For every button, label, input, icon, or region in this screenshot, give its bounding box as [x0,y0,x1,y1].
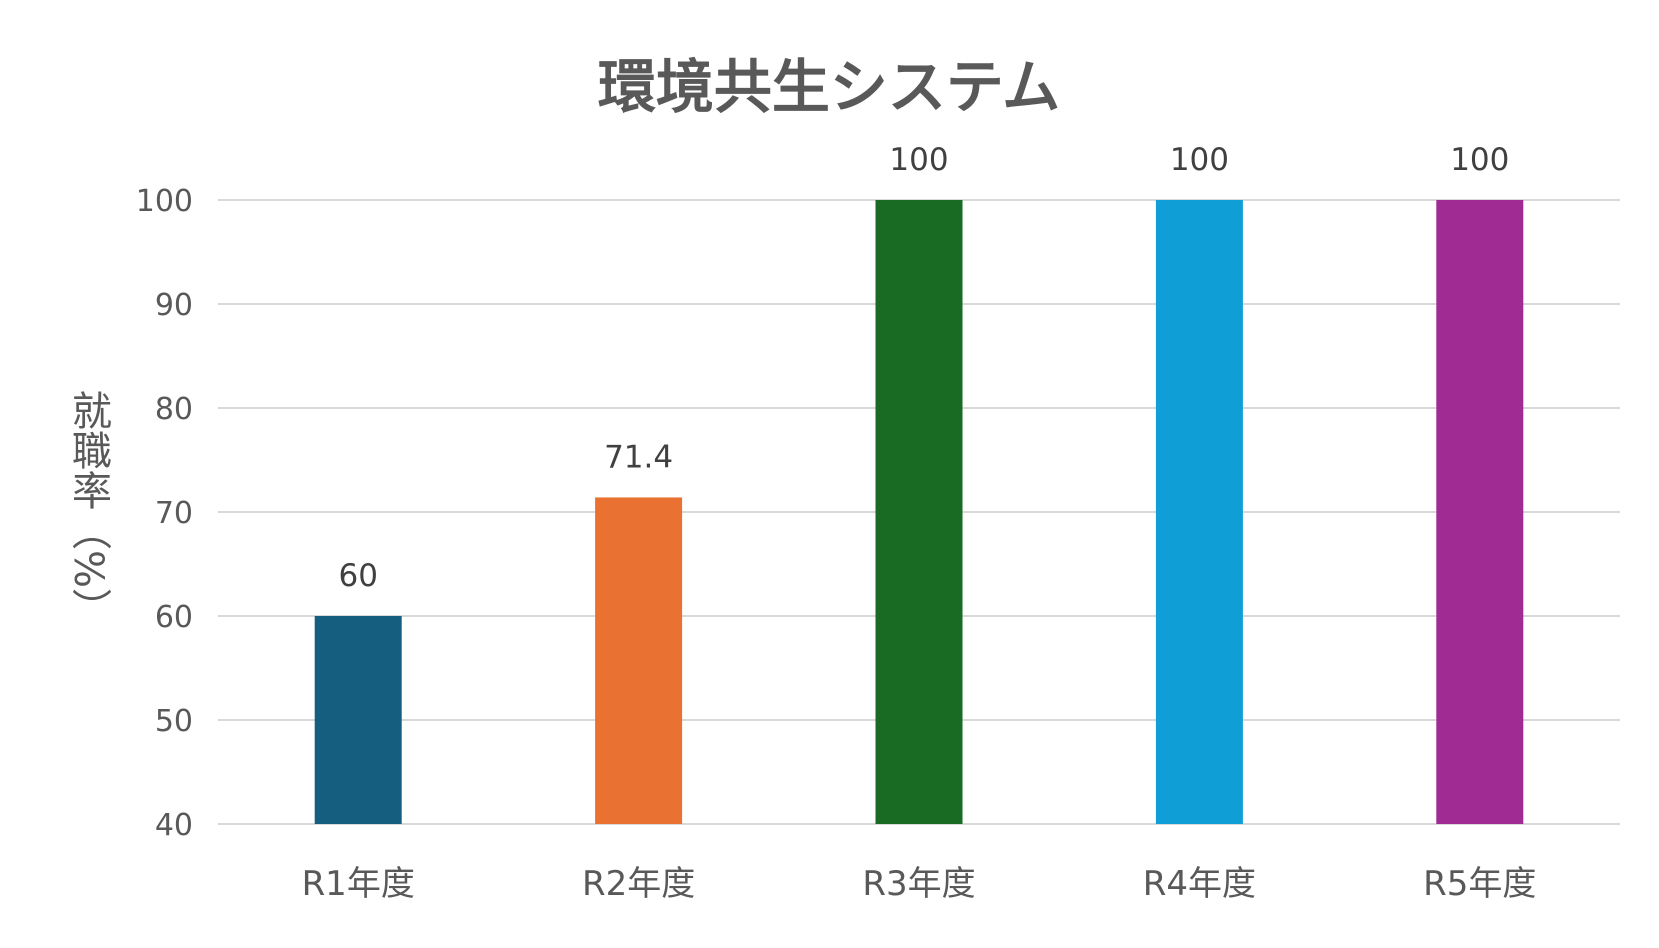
x-axis-labels: R1年度 R2年度 R3年度 R4年度 R5年度 [302,864,1537,904]
chart-title: 環境共生システム [598,53,1060,121]
bar-5 [1436,200,1524,824]
bar-1 [314,616,402,824]
data-label-5: 100 [1450,142,1509,178]
y-tick-label: 90 [155,288,193,323]
data-label-4: 100 [1170,142,1229,178]
x-tick-label-3: R3年度 [862,864,975,904]
bar-3 [875,200,963,824]
y-axis-ticks: 40 50 60 70 80 90 100 [136,184,193,843]
x-tick-label-4: R4年度 [1143,864,1256,904]
data-labels: 60 71.4 100 100 100 [338,142,1509,594]
y-tick-label: 100 [136,184,193,219]
x-tick-label-2: R2年度 [582,864,695,904]
y-tick-label: 70 [155,496,193,531]
data-label-1: 60 [338,558,377,594]
bars [314,200,1524,824]
data-label-3: 100 [889,142,948,178]
data-label-2: 71.4 [604,439,673,475]
y-tick-label: 60 [155,600,193,635]
x-tick-label-5: R5年度 [1423,864,1536,904]
y-tick-label: 50 [155,704,193,739]
y-axis-title: 就職率（%） [65,390,112,628]
x-tick-label-1: R1年度 [302,864,415,904]
y-tick-label: 80 [155,392,193,427]
bar-4 [1155,200,1243,824]
y-tick-label: 40 [155,808,193,843]
bar-2 [595,497,683,824]
